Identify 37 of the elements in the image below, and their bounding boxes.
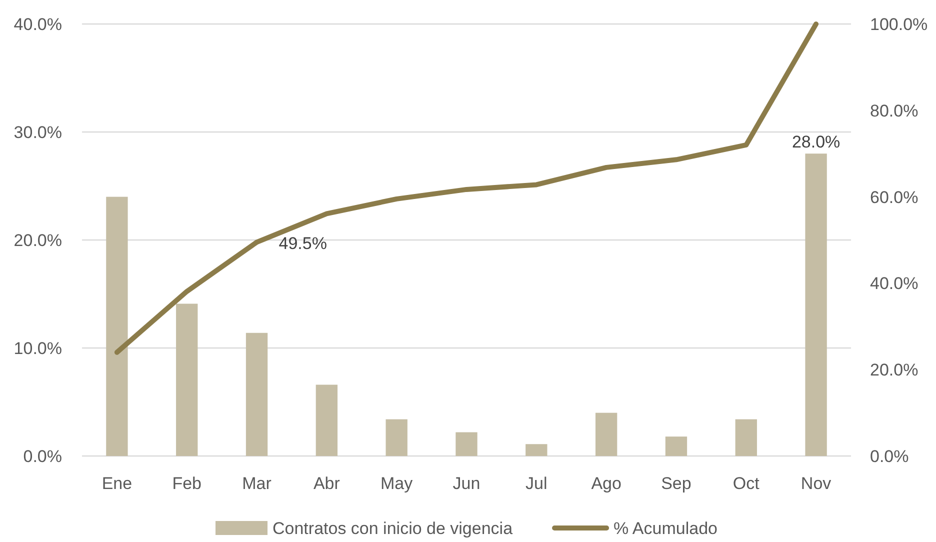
x-tick-label: Feb bbox=[172, 474, 202, 493]
bar bbox=[386, 419, 408, 456]
y-tick-label: 30.0% bbox=[14, 122, 62, 142]
data-label: 49.5% bbox=[278, 234, 327, 254]
y-tick-label: 20.0% bbox=[14, 230, 62, 250]
bar bbox=[316, 384, 338, 456]
legend-label: % Acumulado bbox=[614, 518, 718, 538]
bar bbox=[665, 436, 688, 456]
bar bbox=[176, 304, 198, 456]
bar bbox=[526, 444, 548, 456]
bar bbox=[246, 332, 268, 456]
x-tick-label: May bbox=[380, 474, 414, 493]
bar bbox=[735, 419, 757, 456]
y2-tick-label: 0.0% bbox=[870, 446, 909, 466]
data-label: 28.0% bbox=[792, 132, 840, 152]
y2-tick-label: 80.0% bbox=[870, 101, 918, 120]
bar bbox=[456, 432, 478, 456]
y-tick-label: 10.0% bbox=[14, 338, 62, 358]
x-tick-label: Nov bbox=[800, 474, 832, 493]
x-tick-label: Oct bbox=[732, 474, 760, 493]
bar bbox=[805, 154, 827, 456]
y-tick-label: 0.0% bbox=[23, 446, 62, 466]
x-tick-label: Ago bbox=[591, 474, 622, 493]
x-tick-label: Jul bbox=[526, 474, 548, 493]
y2-tick-label: 100.0% bbox=[870, 14, 928, 34]
y2-tick-label: 40.0% bbox=[870, 274, 918, 294]
x-tick-label: Sep bbox=[661, 474, 692, 493]
bar bbox=[595, 412, 618, 456]
y2-tick-label: 60.0% bbox=[870, 188, 918, 207]
bar bbox=[106, 196, 128, 456]
x-tick-label: Jun bbox=[452, 474, 480, 493]
y2-tick-label: 20.0% bbox=[870, 360, 918, 380]
x-tick-label: Mar bbox=[242, 474, 272, 493]
x-tick-label: Abr bbox=[313, 474, 340, 493]
x-tick-label: Ene bbox=[102, 474, 132, 493]
legend-label: Contratos con inicio de vigencia bbox=[272, 518, 514, 538]
y-tick-label: 40.0% bbox=[14, 14, 62, 34]
